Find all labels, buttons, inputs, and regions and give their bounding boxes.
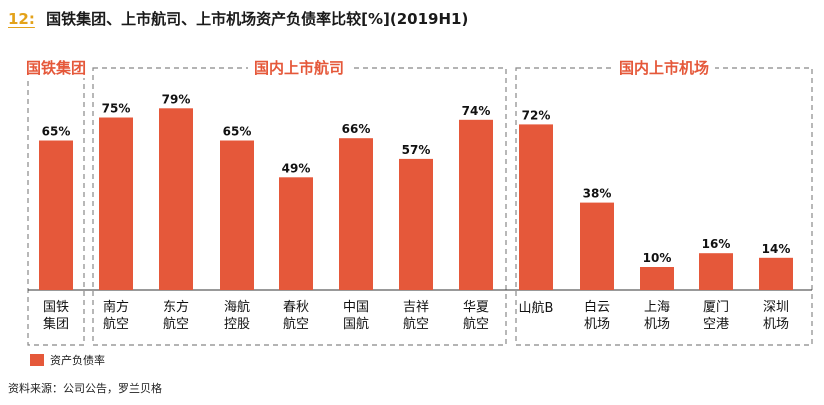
category-label-2-1: 南方 (103, 299, 129, 315)
category-label-11-1: 上海 (644, 300, 670, 315)
data-label-1: 65% (42, 125, 71, 139)
data-label-6: 66% (342, 122, 371, 136)
group-box-2 (92, 67, 507, 346)
group-label-bg-3 (613, 58, 715, 78)
bar-2 (99, 117, 133, 290)
category-label-3-1: 东方 (163, 299, 189, 315)
bar-11 (640, 267, 674, 290)
legend-label: 资产负债率 (50, 354, 105, 367)
bar-4 (220, 140, 254, 290)
category-label-6-2: 国航 (343, 316, 369, 332)
category-label-4-1: 海航 (224, 299, 250, 315)
bar-5 (279, 177, 313, 290)
data-label-2: 75% (102, 102, 131, 116)
category-label-5-2: 航空 (283, 316, 309, 332)
category-label-12-1: 厦门 (703, 300, 729, 315)
bar-3 (159, 108, 193, 290)
bar-9 (519, 124, 553, 291)
data-label-10: 38% (583, 187, 612, 201)
legend: 资产负债率 (30, 352, 105, 368)
category-label-2-2: 航空 (103, 316, 129, 332)
category-label-11-2: 机场 (644, 317, 670, 332)
category-label-8-1: 华夏 (463, 300, 489, 315)
bar-7 (399, 158, 433, 290)
group-label-2: 国内上市航司 (254, 59, 344, 77)
category-label-4-2: 控股 (224, 317, 250, 332)
data-label-11: 10% (643, 251, 672, 265)
category-label-13-2: 机场 (763, 317, 789, 332)
chart-header: 12: 国铁集团、上市航司、上市机场资产负债率比较[%](2019H1) (8, 8, 468, 29)
data-label-5: 49% (282, 161, 311, 175)
group-label-bg-1 (20, 58, 92, 78)
source-note: 资料来源：公司公告，罗兰贝格 (8, 382, 162, 395)
category-label-1-1: 国铁 (43, 300, 69, 315)
category-label-7-2: 航空 (403, 316, 429, 332)
data-label-12: 16% (702, 237, 731, 251)
category-label-3-2: 航空 (163, 316, 189, 332)
data-label-13: 14% (762, 242, 791, 256)
category-label-10-1: 白云 (584, 299, 610, 315)
bar-6 (339, 138, 373, 290)
category-label-8-2: 航空 (463, 316, 489, 332)
legend-swatch (30, 354, 44, 366)
category-label-6-1: 中国 (343, 300, 369, 315)
chart-title: 国铁集团、上市航司、上市机场资产负债率比较[%](2019H1) (46, 10, 469, 28)
data-label-3: 79% (162, 92, 191, 106)
figure-number: 12: (8, 10, 35, 28)
group-label-3: 国内上市机场 (619, 59, 709, 77)
category-label-1-2: 集团 (43, 316, 69, 332)
bar-10 (580, 202, 614, 290)
category-label-12-2: 空港 (703, 317, 729, 332)
category-label-13-1: 深圳 (763, 300, 789, 315)
bar-8 (459, 119, 493, 290)
bar-13 (759, 257, 793, 290)
group-label-bg-2 (248, 58, 350, 78)
category-label-10-2: 机场 (584, 317, 610, 332)
data-label-7: 57% (402, 143, 431, 157)
bar-12 (699, 253, 733, 290)
group-label-1: 国铁集团 (26, 59, 86, 77)
category-label-9-1: 山航B (519, 300, 554, 316)
bar-1 (39, 140, 73, 290)
category-label-5-1: 春秋 (283, 300, 309, 315)
data-label-9: 72% (522, 108, 551, 122)
data-label-8: 74% (462, 104, 491, 118)
category-label-7-1: 吉祥 (403, 300, 429, 315)
data-label-4: 65% (223, 125, 252, 139)
